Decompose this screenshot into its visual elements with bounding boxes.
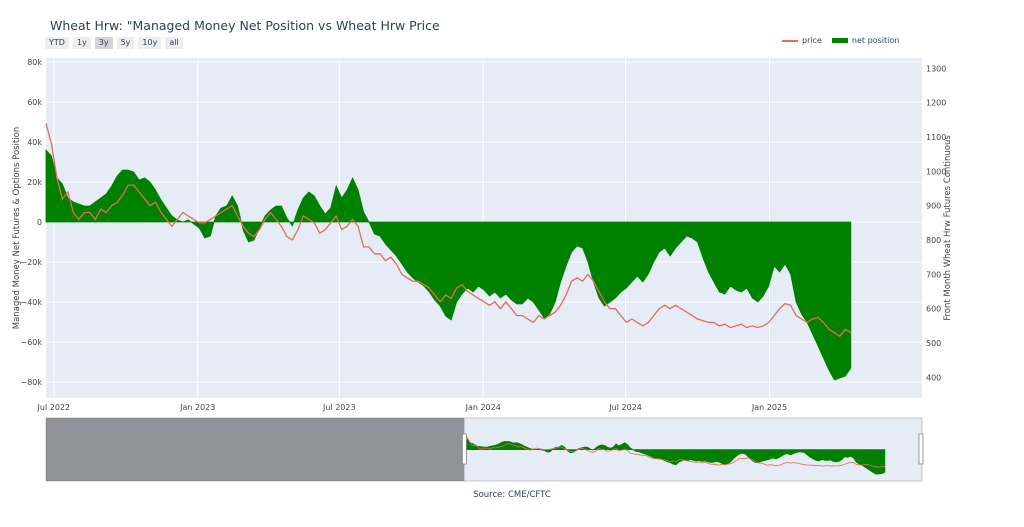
range-button-all[interactable]: all	[165, 37, 183, 49]
range-slider[interactable]	[45, 417, 924, 482]
range-button-1y[interactable]: 1y	[72, 37, 91, 49]
y-right-tick-label: 400	[926, 373, 941, 382]
range-selector: YTD 1y 3y 5y 10y all	[45, 37, 183, 49]
axis-ticks: 80k 60k 40k 20k 0 −20k −40k −60k −80k Jul 2022 Jan…	[20, 58, 946, 412]
x-tick-label: Jul 2024	[608, 403, 642, 412]
legend-net-label[interactable]: net position	[851, 36, 900, 45]
x-tick-label: Jul 2022	[37, 403, 71, 412]
main-series	[45, 123, 852, 381]
y-left-tick-label: 20k	[27, 178, 42, 187]
y-axis-right-title: Front Month Wheat Hrw Futures Continuous	[943, 135, 953, 321]
y-right-tick-label: 700	[926, 270, 941, 279]
chart-title: Wheat Hrw: "Managed Money Net Position v…	[50, 18, 440, 33]
range-button-5y[interactable]: 5y	[116, 37, 135, 49]
legend-net-swatch[interactable]	[831, 38, 848, 43]
y-left-tick-label: −80k	[20, 378, 42, 387]
y-left-tick-label: 40k	[27, 138, 42, 147]
y-right-tick-label: 1200	[926, 99, 946, 108]
range-slider-handle-right[interactable]	[918, 433, 924, 465]
x-tick-label: Jan 2025	[751, 403, 787, 412]
y-left-tick-label: −20k	[20, 258, 42, 267]
range-button-3y[interactable]: 3y	[94, 37, 113, 49]
range-slider-mask	[46, 418, 465, 481]
x-tick-label: Jan 2023	[179, 403, 215, 412]
y-right-tick-label: 1000	[926, 167, 946, 176]
range-slider-price-line[interactable]	[464, 433, 885, 468]
y-right-tick-label: 800	[926, 236, 941, 245]
y-right-tick-label: 900	[926, 202, 941, 211]
legend-price-swatch[interactable]	[782, 39, 798, 42]
range-slider-handle-left[interactable]	[461, 433, 467, 465]
y-right-tick-label: 600	[926, 305, 941, 314]
net-position-area[interactable]	[45, 148, 852, 381]
y-axis-left-title: Managed Money Net Futures & Options Posi…	[12, 127, 22, 330]
legend: price net position	[782, 36, 899, 45]
range-button-10y[interactable]: 10y	[138, 37, 162, 49]
y-left-tick-label: 60k	[27, 98, 42, 107]
y-left-tick-label: −40k	[20, 298, 42, 307]
y-right-tick-label: 1300	[926, 64, 946, 73]
x-tick-label: Jul 2023	[322, 403, 356, 412]
source-note: Source: CME/CFTC	[473, 490, 551, 500]
y-left-tick-label: −60k	[20, 338, 42, 347]
y-right-tick-label: 500	[926, 339, 941, 348]
range-button-ytd[interactable]: YTD	[45, 37, 69, 49]
legend-price-label[interactable]: price	[802, 36, 822, 45]
y-left-tick-label: 0	[37, 218, 42, 227]
y-left-tick-label: 80k	[27, 58, 42, 67]
y-right-tick-label: 1100	[926, 133, 946, 142]
x-tick-label: Jan 2024	[465, 403, 501, 412]
price-line[interactable]	[45, 123, 852, 338]
